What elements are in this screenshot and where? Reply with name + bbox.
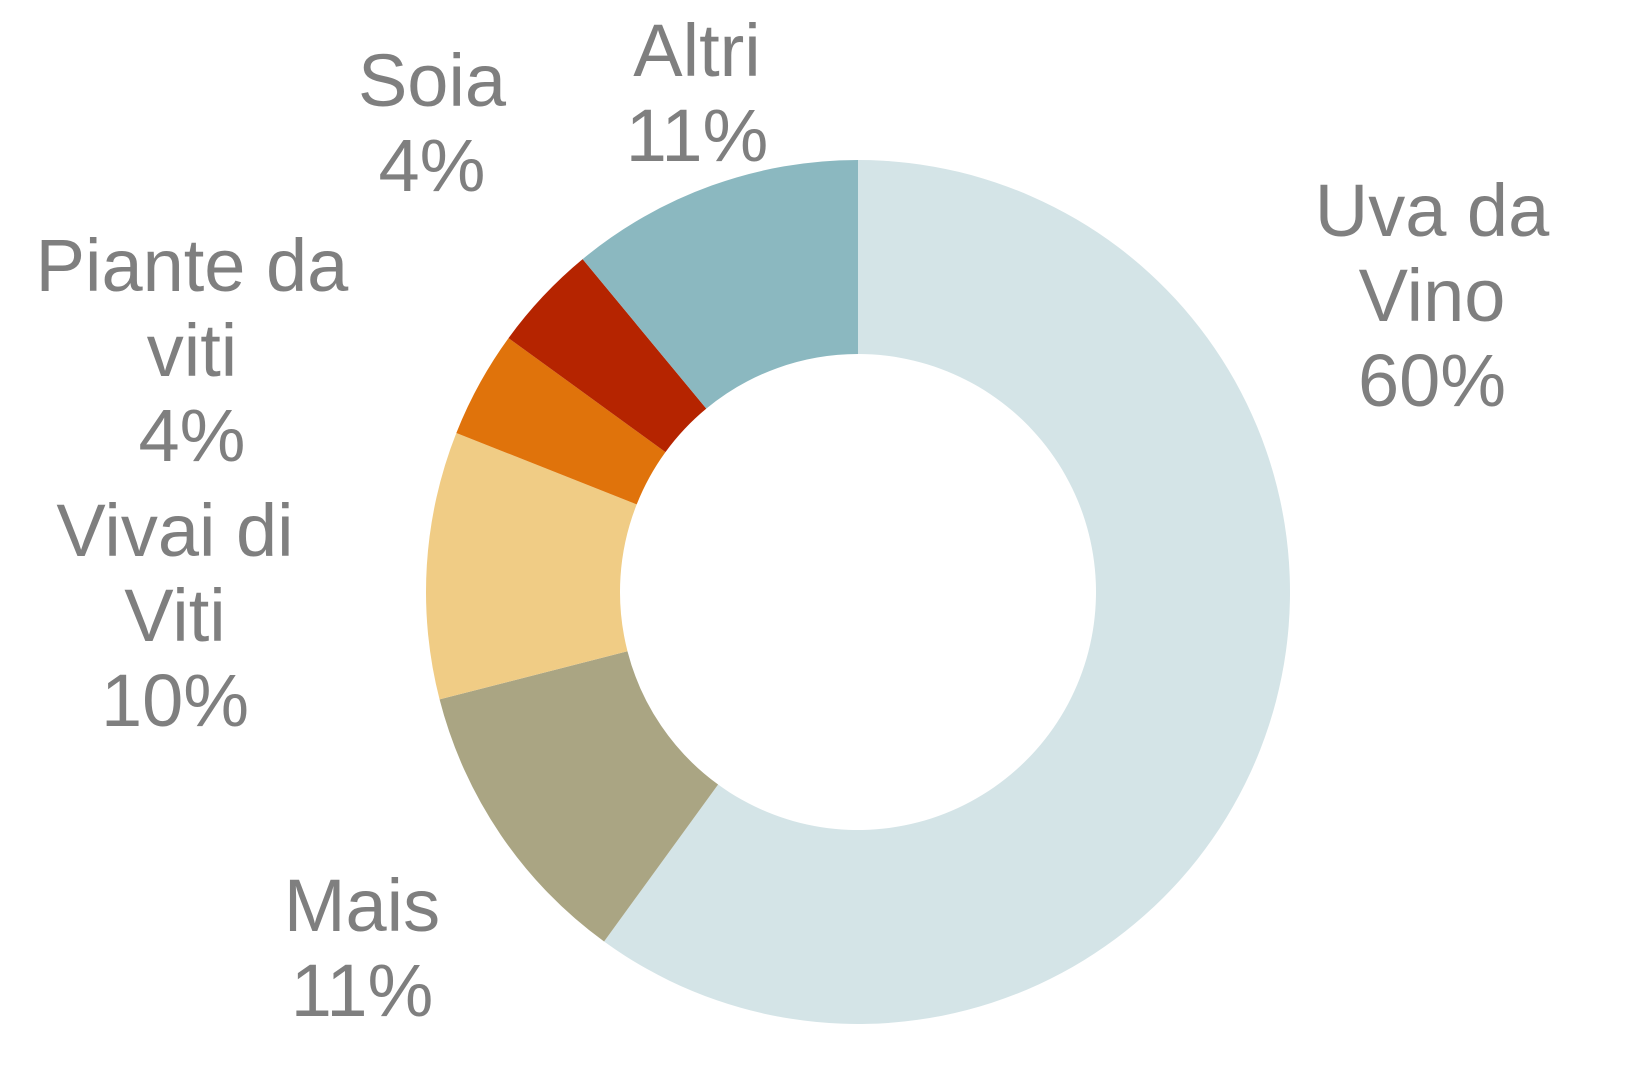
value-label: 11% — [290, 949, 434, 1032]
category-label: Uva da Vino — [1314, 169, 1550, 337]
category-label: Piante da viti — [35, 224, 349, 392]
donut-slice — [456, 338, 666, 505]
donut-slice — [508, 259, 707, 453]
value-label: 11% — [625, 94, 769, 177]
value-label: 4% — [378, 124, 486, 207]
donut-slice — [439, 651, 719, 942]
value-label: 4% — [138, 394, 246, 477]
category-label: Mais — [283, 864, 441, 947]
data-label: Altri 11% — [547, 8, 847, 178]
value-label: 10% — [100, 659, 250, 742]
data-label: Vivai di Viti 10% — [45, 488, 305, 743]
value-label: 60% — [1357, 339, 1507, 422]
data-label: Mais 11% — [212, 863, 512, 1033]
donut-slice — [582, 160, 858, 409]
data-label: Uva da Vino 60% — [1302, 168, 1562, 423]
category-label: Altri — [633, 9, 761, 92]
data-label: Soia 4% — [282, 38, 582, 208]
category-label: Vivai di Viti — [56, 489, 294, 657]
donut-slice — [426, 432, 637, 700]
donut-slice — [604, 160, 1291, 1025]
data-label: Piante da viti 4% — [22, 223, 362, 478]
category-label: Soia — [357, 39, 507, 122]
